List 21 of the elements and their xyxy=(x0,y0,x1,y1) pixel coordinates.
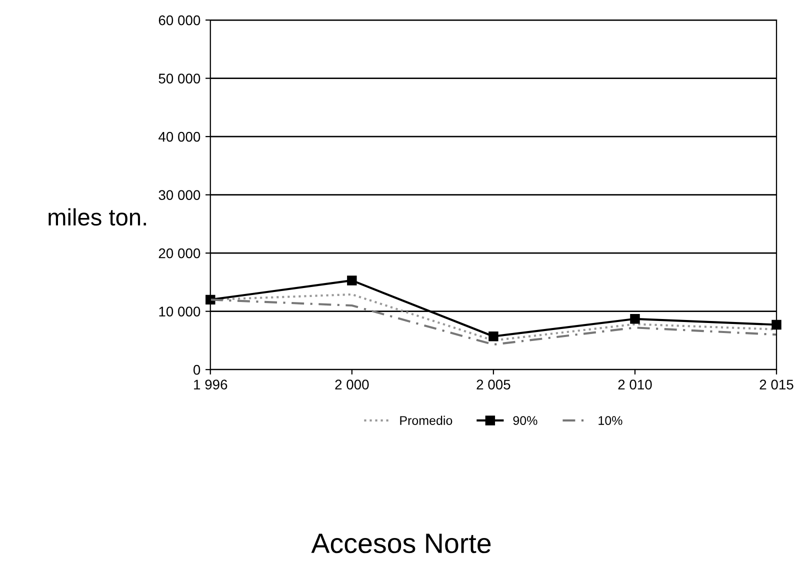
y-tick-label: 30 000 xyxy=(158,190,200,200)
x-tick-label: 2 000 xyxy=(335,380,369,390)
y-tick-label: 20 000 xyxy=(158,248,200,258)
point xyxy=(488,332,498,342)
legend-label: 10% xyxy=(598,416,622,425)
x-tick-label: 2 005 xyxy=(476,380,510,390)
x-tick-label: 2 010 xyxy=(618,380,652,390)
y-tick-label: 50 000 xyxy=(158,74,200,84)
y-tick-label: 10 000 xyxy=(159,306,200,316)
x-tick-label: 1 996 xyxy=(194,380,228,390)
point xyxy=(347,276,357,286)
point xyxy=(630,314,640,324)
text: Accesos Norte xyxy=(311,534,491,554)
y-tick-label: 40 000 xyxy=(158,132,200,142)
y-tick-label: 60 000 xyxy=(158,15,200,26)
point xyxy=(772,320,782,330)
y-axis-title: miles ton. xyxy=(48,208,146,226)
legend-label: 90% xyxy=(513,416,538,425)
x-tick-label: 2 015 xyxy=(760,380,794,390)
legend-label: Promedio xyxy=(400,416,452,425)
y-tick-label: 0 xyxy=(193,364,200,375)
